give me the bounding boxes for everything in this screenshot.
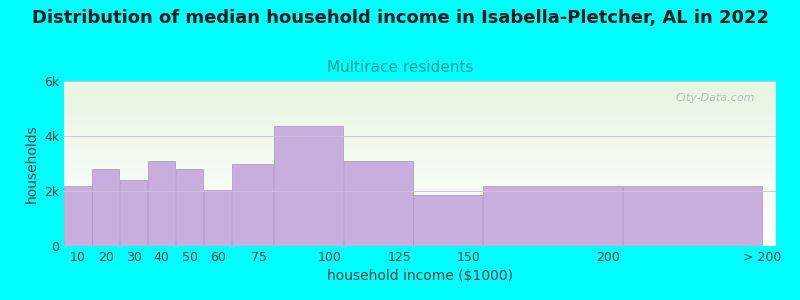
Y-axis label: households: households [25, 124, 38, 203]
Text: City-Data.com: City-Data.com [675, 92, 754, 103]
Bar [232, 164, 273, 246]
Bar [274, 126, 342, 246]
Text: Multirace residents: Multirace residents [326, 60, 474, 75]
Bar [623, 185, 762, 246]
Text: Distribution of median household income in Isabella-Pletcher, AL in 2022: Distribution of median household income … [31, 9, 769, 27]
X-axis label: household income ($1000): household income ($1000) [327, 269, 513, 284]
Bar [120, 180, 147, 246]
Bar [414, 195, 482, 246]
Bar [344, 161, 413, 246]
Bar [65, 185, 91, 246]
Bar [204, 190, 231, 246]
Bar [92, 169, 119, 246]
Bar [176, 169, 203, 246]
Bar [483, 185, 622, 246]
Bar [148, 161, 175, 246]
